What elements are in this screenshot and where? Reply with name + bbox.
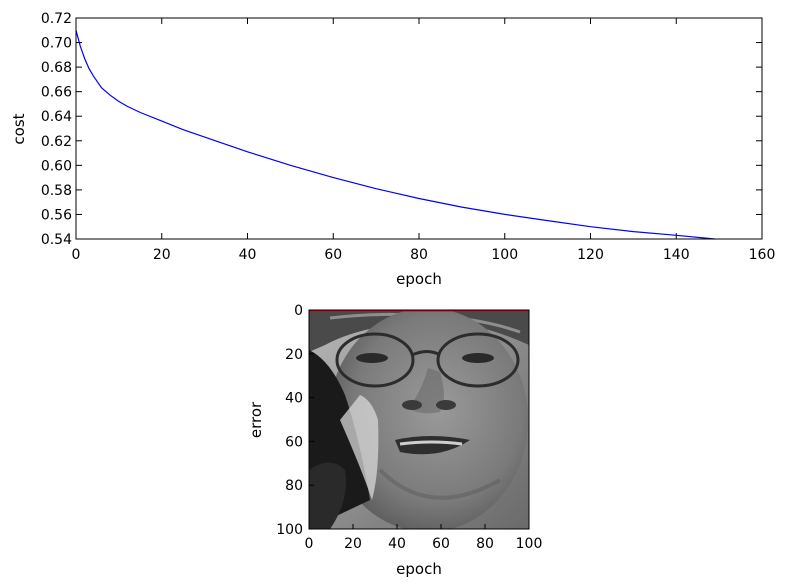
error-x-axis-label: epoch: [396, 560, 442, 578]
error-x-tick-label: 40: [388, 536, 406, 552]
cost-x-tick-label: 140: [663, 247, 690, 263]
error-x-tick-label: 80: [476, 536, 494, 552]
error-y-axis-label: error: [247, 401, 265, 438]
error-y-tick-label: 100: [276, 522, 303, 538]
cost-x-tick-label: 60: [324, 247, 342, 263]
cost-y-tick-label: 0.62: [41, 134, 72, 150]
face-image: [309, 310, 529, 529]
cost-x-tick-label: 20: [153, 247, 171, 263]
error-y-tick-label: 0: [294, 303, 303, 319]
cost-tick-labels: 0 20 40 60 80 100 120 140 160 0.54 0.56 0.58 0.60 0.6…: [41, 11, 776, 263]
cost-y-tick-label: 0.70: [41, 36, 72, 52]
cost-chart: 0 20 40 60 80 100 120 140 160 0.54 0.56 0.58 0.60 0.6…: [10, 11, 775, 288]
cost-y-tick-label: 0.58: [41, 183, 72, 199]
cost-y-tick-label: 0.60: [41, 158, 72, 174]
cost-y-axis-label: cost: [10, 113, 28, 144]
error-x-tick-label: 20: [344, 536, 362, 552]
cost-y-tick-label: 0.64: [41, 109, 72, 125]
cost-y-tick-label: 0.68: [41, 60, 72, 76]
cost-x-tick-label: 40: [239, 247, 257, 263]
cost-x-axis-label: epoch: [396, 270, 442, 288]
error-y-tick-label: 60: [285, 434, 303, 450]
error-y-tick-label: 40: [285, 391, 303, 407]
cost-series-line: [75, 30, 715, 240]
error-y-tick-label: 20: [285, 347, 303, 363]
cost-x-tick-label: 120: [577, 247, 604, 263]
error-y-tick-label: 80: [285, 478, 303, 494]
error-x-tick-label: 100: [516, 536, 543, 552]
cost-plot-frame: [75, 17, 763, 240]
cost-plot-area: [76, 18, 762, 239]
image-plot-frame: [308, 309, 530, 530]
cost-x-tick-label: 80: [410, 247, 428, 263]
cost-x-tick-label: 160: [749, 247, 776, 263]
cost-x-tick-label: 0: [72, 247, 81, 263]
cost-y-tick-label: 0.72: [41, 11, 72, 27]
error-x-tick-label: 60: [432, 536, 450, 552]
cost-x-tick-label: 100: [491, 247, 518, 263]
cost-y-tick-label: 0.56: [41, 207, 72, 223]
cost-y-tick-label: 0.54: [41, 232, 72, 248]
error-chart-ticks: [308, 309, 530, 530]
error-x-tick-label: 0: [305, 536, 314, 552]
cost-y-tick-label: 0.66: [41, 85, 72, 101]
